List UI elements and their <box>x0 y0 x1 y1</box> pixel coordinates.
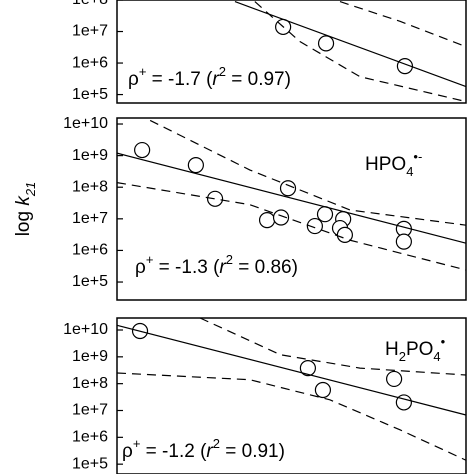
plot-frame <box>116 317 467 474</box>
species-label: H2PO4• <box>385 334 446 364</box>
y-tick-label: 1e+6 <box>72 429 108 446</box>
y-tick-label: 1e+8 <box>72 0 108 8</box>
annotation-part: 2 <box>213 436 220 451</box>
data-point <box>206 190 224 207</box>
annotation-part: + <box>146 252 154 267</box>
annotation: ρ+ = -1.3 (r2 = 0.86) <box>135 252 298 278</box>
species-label-part: 4 <box>406 164 413 179</box>
y-tick-label: 1e+8 <box>72 375 108 392</box>
y-tick-label: 1e+7 <box>72 23 108 40</box>
fit-line <box>116 152 467 244</box>
data-point <box>316 206 334 223</box>
species-label-part: 4 <box>433 349 440 364</box>
y-tick-label: 1e+5 <box>72 273 108 290</box>
annotation-part: r <box>206 441 213 462</box>
annotation-part: 2 <box>219 64 226 79</box>
annotation-part: = -1.7 ( <box>146 69 213 90</box>
y-tick-label: 1e+7 <box>72 210 108 227</box>
plot-frame <box>116 0 467 104</box>
annotation-part: = -1.2 ( <box>140 441 207 462</box>
confidence-band <box>254 1 467 103</box>
confidence-band <box>116 182 467 271</box>
species-label-part: PO <box>406 339 433 360</box>
annotation-part: = 0.86) <box>233 257 298 278</box>
plot-frame <box>116 117 467 301</box>
species-label-part: H <box>385 339 399 360</box>
y-axis-label: log k21 <box>13 182 38 237</box>
confidence-band <box>116 372 467 461</box>
data-point <box>187 157 204 174</box>
data-point <box>386 370 403 388</box>
annotation-part: r <box>219 257 226 278</box>
y-tick-label: 1e+5 <box>72 455 108 472</box>
annotation-part: 2 <box>226 252 233 267</box>
data-point <box>258 212 276 229</box>
y-tick-label: 1e+6 <box>72 242 108 259</box>
annotation-part: ρ <box>122 441 133 462</box>
data-point <box>279 180 297 197</box>
fit-line <box>234 1 467 88</box>
data-point <box>317 35 335 52</box>
annotation: ρ+ = -1.7 (r2 = 0.97) <box>128 64 291 90</box>
species-label-part: • <box>441 334 446 349</box>
data-point <box>299 360 317 377</box>
species-label-part: 2 <box>399 349 406 364</box>
data-point <box>134 141 151 159</box>
annotation-part: ρ <box>128 69 139 90</box>
y-axis-label-part: log <box>13 206 34 237</box>
y-tick-label: 1e+9 <box>72 147 108 164</box>
data-point <box>272 209 290 226</box>
confidence-band <box>149 119 467 226</box>
y-tick-label: 1e+9 <box>72 348 108 365</box>
y-tick-label: 1e+5 <box>72 86 108 103</box>
data-point <box>306 217 323 235</box>
y-tick-label: 1e+6 <box>72 54 108 71</box>
annotation-part: ρ <box>135 257 146 278</box>
data-point <box>395 233 412 250</box>
annotation-part: + <box>139 64 147 79</box>
annotation: ρ+ = -1.2 (r2 = 0.91) <box>122 436 285 462</box>
data-point <box>336 226 353 243</box>
y-tick-label: 1e+8 <box>72 178 108 195</box>
y-tick-label: 1e+7 <box>72 402 108 419</box>
y-tick-label: 1e+10 <box>63 115 108 132</box>
species-label-part: •- <box>413 149 422 164</box>
annotation-part: = 0.97) <box>226 69 291 90</box>
fit-line <box>116 324 467 416</box>
annotation-part: + <box>133 436 141 451</box>
annotation-part: r <box>212 69 219 90</box>
species-label-part: HPO <box>365 154 406 175</box>
y-axis-label-part: k <box>13 195 34 206</box>
confidence-band <box>339 1 467 48</box>
annotation-part: = 0.91) <box>220 441 285 462</box>
data-point <box>314 381 332 399</box>
species-label: HPO4•- <box>365 149 422 179</box>
y-tick-label: 1e+10 <box>63 321 108 338</box>
confidence-band <box>199 317 467 376</box>
y-axis-label-part: 21 <box>23 182 38 197</box>
annotation-part: = -1.3 ( <box>153 257 220 278</box>
